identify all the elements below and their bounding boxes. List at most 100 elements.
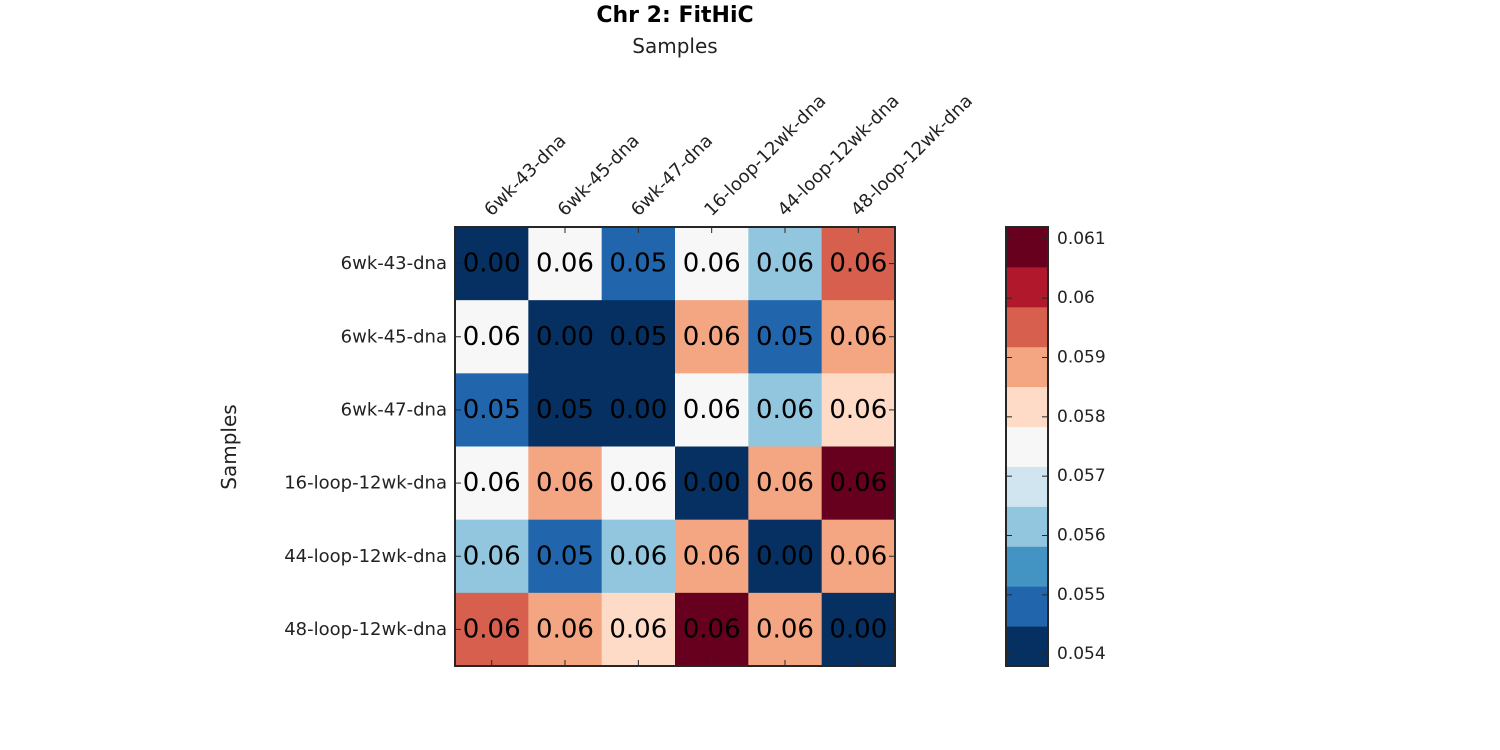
y-axis-label: Samples [217,404,241,489]
cell-value-label: 0.00 [829,614,887,644]
heatmap-cell [748,373,823,447]
heatmap-cell [675,519,749,594]
heatmap-cell [528,446,603,521]
heatmap-cell-labels: 0.00 0.06 0.05 0.06 0.06 0.06 0.06 0.00 0.05 0.06… [463,249,888,645]
heatmap-cell [748,446,823,521]
cell-value-label: 0.06 [683,614,741,644]
heatmap-cell [675,446,749,521]
cell-value-label: 0.00 [609,395,667,425]
heatmap-cell [528,592,603,667]
heatmap-cell [748,300,823,374]
heatmap-cell [601,446,676,521]
cell-value-label: 0.05 [536,395,594,425]
cell-value-label: 0.05 [609,322,667,352]
cell-value-label: 0.06 [829,395,887,425]
cell-value-label: 0.06 [609,614,667,644]
cell-value-label: 0.06 [463,322,521,352]
y-tick-label: 48-loop-12wk-dna [284,619,447,640]
x-tick-label: 16-loop-12wk-dna [700,91,830,221]
cell-value-label: 0.00 [536,322,594,352]
heatmap-cell [528,519,603,594]
cell-value-label: 0.06 [683,322,741,352]
cell-value-label: 0.05 [463,395,521,425]
heatmap-cell [675,300,749,374]
x-axis-label: Samples [632,34,717,58]
heatmap-cell [675,592,749,667]
cell-value-label: 0.06 [683,249,741,279]
cell-value-label: 0.06 [536,614,594,644]
heatmap-cell [821,519,896,594]
colorbar-bin [1006,466,1048,507]
cell-value-label: 0.06 [536,249,594,279]
y-tick-label: 16-loop-12wk-dna [284,473,447,494]
heatmap-cell [821,446,896,521]
cell-value-label: 0.06 [463,541,521,571]
heatmap-cell [528,300,603,374]
colorbar-tick-label: 0.054 [1057,644,1106,664]
colorbar-bin [1006,346,1048,388]
y-tick-labels: 6wk-43-dna 6wk-45-dna 6wk-47-dna 16-loop-12… [284,253,447,640]
heatmap-cell [455,592,529,667]
heatmap-cell [748,592,823,667]
x-tick-labels: 6wk-43-dna6wk-45-dna6wk-47-dna16-loop-12… [480,91,977,221]
chart-title: Chr 2: FitHiC [596,3,753,28]
colorbar-bin [1006,626,1048,667]
cell-value-label: 0.06 [463,614,521,644]
heatmap-cell [821,300,896,374]
colorbar-tick-label: 0.058 [1057,407,1106,427]
colorbar-tick-label: 0.056 [1057,525,1106,545]
cell-value-label: 0.06 [756,614,814,644]
y-tick-label: 6wk-45-dna [341,326,447,347]
y-tick-label: 44-loop-12wk-dna [284,546,447,567]
cell-value-label: 0.06 [536,468,594,498]
heatmap-cell [748,519,823,594]
heatmap-cell [455,373,529,447]
heatmap-cell [821,373,896,447]
colorbar-tick-label: 0.06 [1057,288,1095,308]
colorbar-bin [1006,306,1048,348]
heatmap-cell [675,373,749,447]
colorbar-bin [1006,426,1048,467]
heatmap-cell [455,446,529,521]
colorbar-tick-label: 0.057 [1057,466,1106,486]
colorbar-bin [1006,266,1048,308]
cell-value-label: 0.06 [609,541,667,571]
heatmap-cell [601,300,676,374]
x-tick-label: 48-loop-12wk-dna [847,91,977,221]
colorbar-tick-label: 0.055 [1057,585,1106,605]
colorbar-bin [1006,227,1048,268]
heatmap-cell [821,592,896,667]
cell-value-label: 0.00 [756,541,814,571]
colorbar-bin [1006,586,1048,627]
cell-value-label: 0.06 [756,249,814,279]
cell-value-label: 0.06 [756,395,814,425]
plot-frame [454,226,896,667]
heatmap-cell [455,300,529,374]
y-tick-label: 6wk-43-dna [341,253,447,274]
heatmap-cells [454,226,896,667]
colorbar: 0.054 0.055 0.056 0.057 0.058 0.059 0.06 0.061 [1005,226,1106,667]
cell-value-label: 0.00 [683,468,741,498]
colorbar-tick-label: 0.059 [1057,348,1106,368]
heatmap-cell [601,592,676,667]
heatmap-cell [675,227,749,301]
heatmap-cell [455,519,529,594]
heatmap-cell [601,227,676,301]
heatmap-cell [601,519,676,594]
cell-value-label: 0.00 [463,249,521,279]
heatmap-cell [528,227,603,301]
cell-value-label: 0.05 [536,541,594,571]
cell-value-label: 0.06 [829,249,887,279]
heatmap-cell [455,227,529,301]
colorbar-tick-label: 0.061 [1057,229,1106,249]
x-tick-label: 44-loop-12wk-dna [774,91,904,221]
cell-value-label: 0.06 [829,468,887,498]
colorbar-bin [1006,546,1048,587]
colorbar-bin [1006,386,1048,428]
heatmap-cell [601,373,676,447]
heatmap-cell [748,227,823,301]
cell-value-label: 0.06 [829,322,887,352]
cell-value-label: 0.06 [683,541,741,571]
cell-value-label: 0.06 [829,541,887,571]
